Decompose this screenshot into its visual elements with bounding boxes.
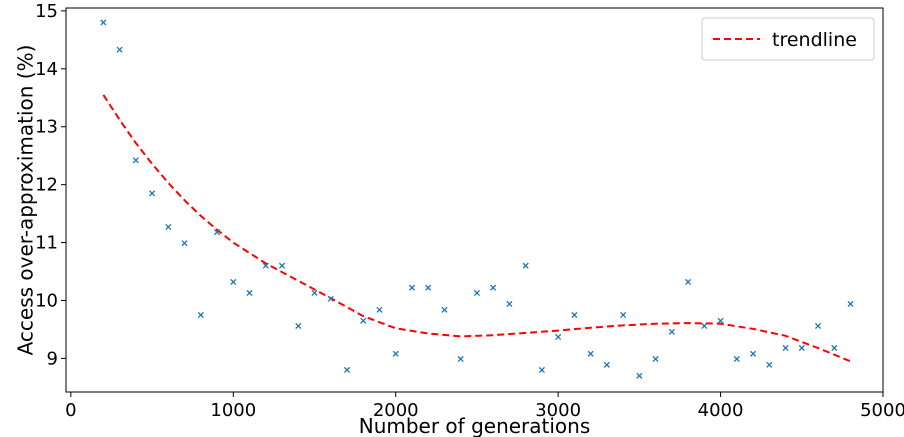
scatter-point [620,311,627,319]
scatter-point [213,229,221,236]
x-axis-label: Number of generations [359,414,591,437]
scatter-point [278,262,286,269]
scatter-point [100,19,107,26]
chart-marks [100,19,854,379]
x-tick-label: 2000 [373,400,419,421]
x-tick-label: 0 [65,400,76,421]
scatter-point [441,306,448,313]
x-tick-label: 1000 [210,400,256,421]
scatter-point [782,344,789,352]
y-tick-label: 10 [35,290,58,311]
scatter-point [668,328,675,335]
scatter-point [506,300,513,308]
x-tick-label: 4000 [698,400,744,421]
scatter-point [376,306,383,313]
scatter-point [392,350,399,357]
scatter-point [652,355,659,363]
scatter-point [587,350,594,357]
scatter-point [295,322,302,330]
scatter-point [555,333,562,341]
legend: trendline [701,17,875,61]
y-tick-label: 11 [35,233,58,254]
scatter-point [230,278,237,286]
scatter-point [831,344,838,352]
plot-frame [65,7,884,393]
scatter-point [490,284,497,291]
axis-ticks: 0 1000 2000 3000 4000 5000 9 10 11 12 13 14 15 [35,1,904,421]
scatter-point [457,355,464,363]
y-tick-label: 12 [35,175,58,196]
legend-box [701,17,875,61]
scatter-point [132,157,139,164]
scatter-point [636,372,643,379]
scatter-point [733,355,740,363]
scatter-point [116,46,123,53]
scatter-point [473,289,480,297]
scatter-point [360,317,367,324]
scatter-point [165,223,172,230]
scatter-point [425,284,432,291]
scatter-point [197,311,204,319]
scatter-point [327,295,334,302]
scatter-point [717,317,724,324]
scatter-point [603,361,610,368]
y-axis-label: Access over-approximation (%) [14,45,38,356]
y-tick-label: 9 [47,348,58,369]
scatter-point [750,350,757,357]
scatter-point [181,240,188,247]
x-tick-label: 5000 [860,400,904,421]
y-tick-label: 13 [35,117,58,138]
scatter-point [538,366,545,374]
scatter-point [149,190,156,197]
y-tick-label: 15 [35,1,58,22]
scatter-point [814,322,822,330]
scatter-point [701,322,708,330]
y-tick-label: 14 [35,59,58,80]
scatter-point [343,366,351,374]
scatter-point [766,361,773,368]
scatter-point [311,289,318,297]
x-tick-label: 3000 [535,400,581,421]
scatter-point [408,284,416,291]
scatter-point [246,289,253,297]
scatter-point [571,311,578,319]
scatter-point [847,300,854,308]
trendline [102,94,851,363]
scatter-point [798,344,805,352]
scatter-point [262,262,269,269]
scatter-point [522,262,529,269]
scatter-point [685,278,692,286]
legend-trendline-label: trendline [772,29,857,51]
